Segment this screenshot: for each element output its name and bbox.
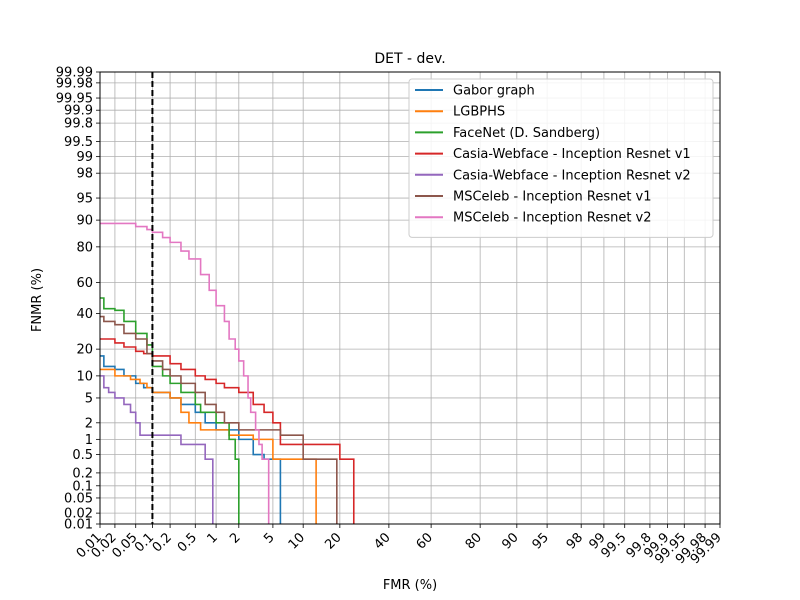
y-tick-label: 95 (76, 192, 93, 207)
series-line-6 (100, 315, 338, 524)
y-tick-label: 2 (85, 416, 93, 431)
y-tick-label: 5 (85, 391, 93, 406)
x-axis-label: FMR (%) (383, 578, 437, 593)
legend-label: MSCeleb - Inception Resnet v1 (453, 190, 652, 205)
y-tick-label: 80 (76, 240, 93, 255)
series-line-4 (100, 338, 355, 524)
y-tick-label: 0.2 (72, 466, 93, 481)
y-tick-label: 20 (76, 343, 93, 358)
legend-label: MSCeleb - Inception Resnet v2 (453, 211, 652, 226)
legend-label: LGBPHS (453, 105, 505, 120)
y-tick-label: 99.5 (64, 135, 93, 150)
legend-box (408, 78, 714, 238)
plot-frame (99, 71, 721, 525)
y-tick-label: 99.98 (56, 76, 93, 91)
y-tick-label: 98 (76, 167, 93, 182)
y-tick-label: 0.1 (72, 479, 93, 494)
y-tick-label: 40 (76, 307, 93, 322)
y-tick-label: 0.05 (64, 491, 93, 506)
legend-label: Gabor graph (453, 84, 535, 99)
y-axis-ticks: 0.010.020.050.10.2 0.51 2 5 10 20 40 60 80 90 95 98… (56, 66, 100, 533)
y-tick-label: 99.9 (64, 104, 93, 119)
y-tick-label: 99 (76, 150, 93, 165)
y-axis-label: FNMR (%) (30, 268, 45, 332)
y-tick-label: 10 (76, 369, 93, 384)
y-tick-label: 99.99 (56, 66, 93, 81)
y-tick-label: 60 (76, 276, 93, 291)
legend-label: Casia-Webface - Inception Resnet v1 (453, 147, 691, 162)
series-line-7 (100, 222, 270, 524)
series-lines (100, 222, 355, 524)
y-tick-label: 99.95 (56, 92, 93, 107)
y-tick-label: 0.02 (64, 507, 93, 522)
legend-label: Casia-Webface - Inception Resnet v2 (453, 168, 691, 183)
legend: Gabor graph LGBPHS FaceNet (D. Sandberg) Ca… (408, 78, 714, 238)
series-line-2 (100, 368, 317, 524)
y-tick-label: 0.5 (72, 448, 93, 463)
y-tick-label: 1 (85, 433, 93, 448)
chart-title: DET - dev. (374, 51, 445, 67)
y-tick-label: 0.01 (64, 518, 93, 533)
y-tick-label: 90 (76, 214, 93, 229)
y-tick-label: 99.8 (64, 117, 93, 132)
series-line-5 (100, 375, 214, 524)
legend-label: FaceNet (D. Sandberg) (453, 126, 600, 141)
